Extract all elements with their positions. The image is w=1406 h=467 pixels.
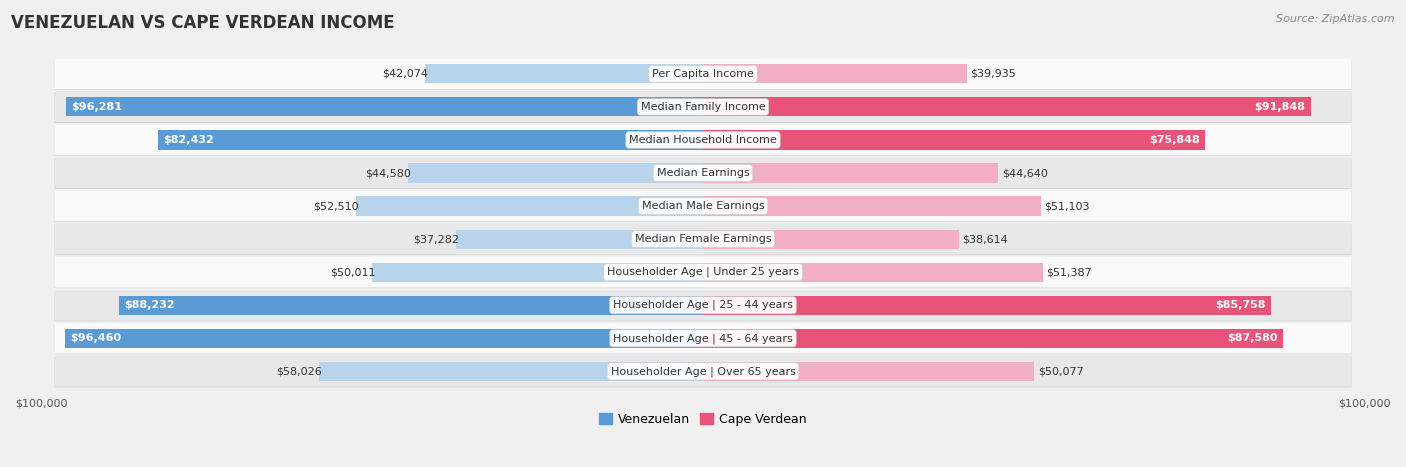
Bar — [120, 296, 703, 315]
Text: $50,011: $50,011 — [330, 267, 375, 277]
Text: VENEZUELAN VS CAPE VERDEAN INCOME: VENEZUELAN VS CAPE VERDEAN INCOME — [11, 14, 395, 32]
Bar — [703, 329, 1282, 348]
FancyBboxPatch shape — [55, 323, 1351, 354]
Text: $51,387: $51,387 — [1046, 267, 1092, 277]
Text: Median Earnings: Median Earnings — [657, 168, 749, 178]
Text: $52,510: $52,510 — [314, 201, 359, 211]
Text: $58,026: $58,026 — [277, 366, 322, 376]
Bar — [703, 296, 1271, 315]
Bar — [703, 163, 998, 183]
FancyBboxPatch shape — [55, 125, 1351, 156]
Legend: Venezuelan, Cape Verdean: Venezuelan, Cape Verdean — [595, 408, 811, 431]
Text: $50,077: $50,077 — [1038, 366, 1084, 376]
Bar — [703, 362, 1035, 381]
Bar — [457, 230, 703, 249]
Bar — [356, 197, 703, 216]
Text: $39,935: $39,935 — [970, 69, 1017, 79]
FancyBboxPatch shape — [55, 357, 1351, 387]
Bar — [65, 329, 703, 348]
Bar — [703, 230, 959, 249]
FancyBboxPatch shape — [55, 92, 1351, 123]
Text: $37,282: $37,282 — [413, 234, 460, 244]
Text: Householder Age | Under 25 years: Householder Age | Under 25 years — [607, 267, 799, 277]
FancyBboxPatch shape — [55, 290, 1351, 321]
Text: Householder Age | Over 65 years: Householder Age | Over 65 years — [610, 366, 796, 376]
Bar — [373, 262, 703, 282]
FancyBboxPatch shape — [55, 224, 1351, 255]
Text: $96,460: $96,460 — [70, 333, 121, 343]
FancyBboxPatch shape — [55, 125, 1351, 156]
Bar — [319, 362, 703, 381]
FancyBboxPatch shape — [55, 59, 1351, 90]
Bar — [703, 197, 1042, 216]
Text: $82,432: $82,432 — [163, 135, 214, 145]
FancyBboxPatch shape — [55, 92, 1351, 122]
FancyBboxPatch shape — [55, 257, 1351, 288]
FancyBboxPatch shape — [55, 58, 1351, 89]
Bar — [425, 64, 703, 84]
FancyBboxPatch shape — [55, 324, 1351, 354]
FancyBboxPatch shape — [55, 158, 1351, 188]
Bar — [703, 64, 967, 84]
Bar — [703, 130, 1205, 149]
Text: $75,848: $75,848 — [1149, 135, 1199, 145]
FancyBboxPatch shape — [55, 225, 1351, 255]
Bar — [408, 163, 703, 183]
Bar — [703, 97, 1310, 116]
Text: $87,580: $87,580 — [1227, 333, 1277, 343]
Bar — [157, 130, 703, 149]
Text: $88,232: $88,232 — [124, 300, 174, 310]
Text: $85,758: $85,758 — [1215, 300, 1265, 310]
Text: Householder Age | 25 - 44 years: Householder Age | 25 - 44 years — [613, 300, 793, 311]
Bar — [703, 262, 1043, 282]
Text: $38,614: $38,614 — [962, 234, 1008, 244]
Text: Householder Age | 45 - 64 years: Householder Age | 45 - 64 years — [613, 333, 793, 344]
Text: Median Female Earnings: Median Female Earnings — [634, 234, 772, 244]
FancyBboxPatch shape — [55, 257, 1351, 288]
Text: $51,103: $51,103 — [1045, 201, 1090, 211]
Text: Source: ZipAtlas.com: Source: ZipAtlas.com — [1277, 14, 1395, 24]
Text: $96,281: $96,281 — [72, 102, 122, 112]
FancyBboxPatch shape — [55, 191, 1351, 221]
Text: Per Capita Income: Per Capita Income — [652, 69, 754, 79]
Text: Median Household Income: Median Household Income — [628, 135, 778, 145]
FancyBboxPatch shape — [55, 158, 1351, 189]
Text: $44,580: $44,580 — [366, 168, 412, 178]
Text: $44,640: $44,640 — [1001, 168, 1047, 178]
Bar — [66, 97, 703, 116]
FancyBboxPatch shape — [55, 290, 1351, 321]
FancyBboxPatch shape — [55, 191, 1351, 222]
Text: $42,074: $42,074 — [382, 69, 427, 79]
Text: Median Family Income: Median Family Income — [641, 102, 765, 112]
FancyBboxPatch shape — [55, 356, 1351, 387]
Text: Median Male Earnings: Median Male Earnings — [641, 201, 765, 211]
Text: $91,848: $91,848 — [1254, 102, 1306, 112]
